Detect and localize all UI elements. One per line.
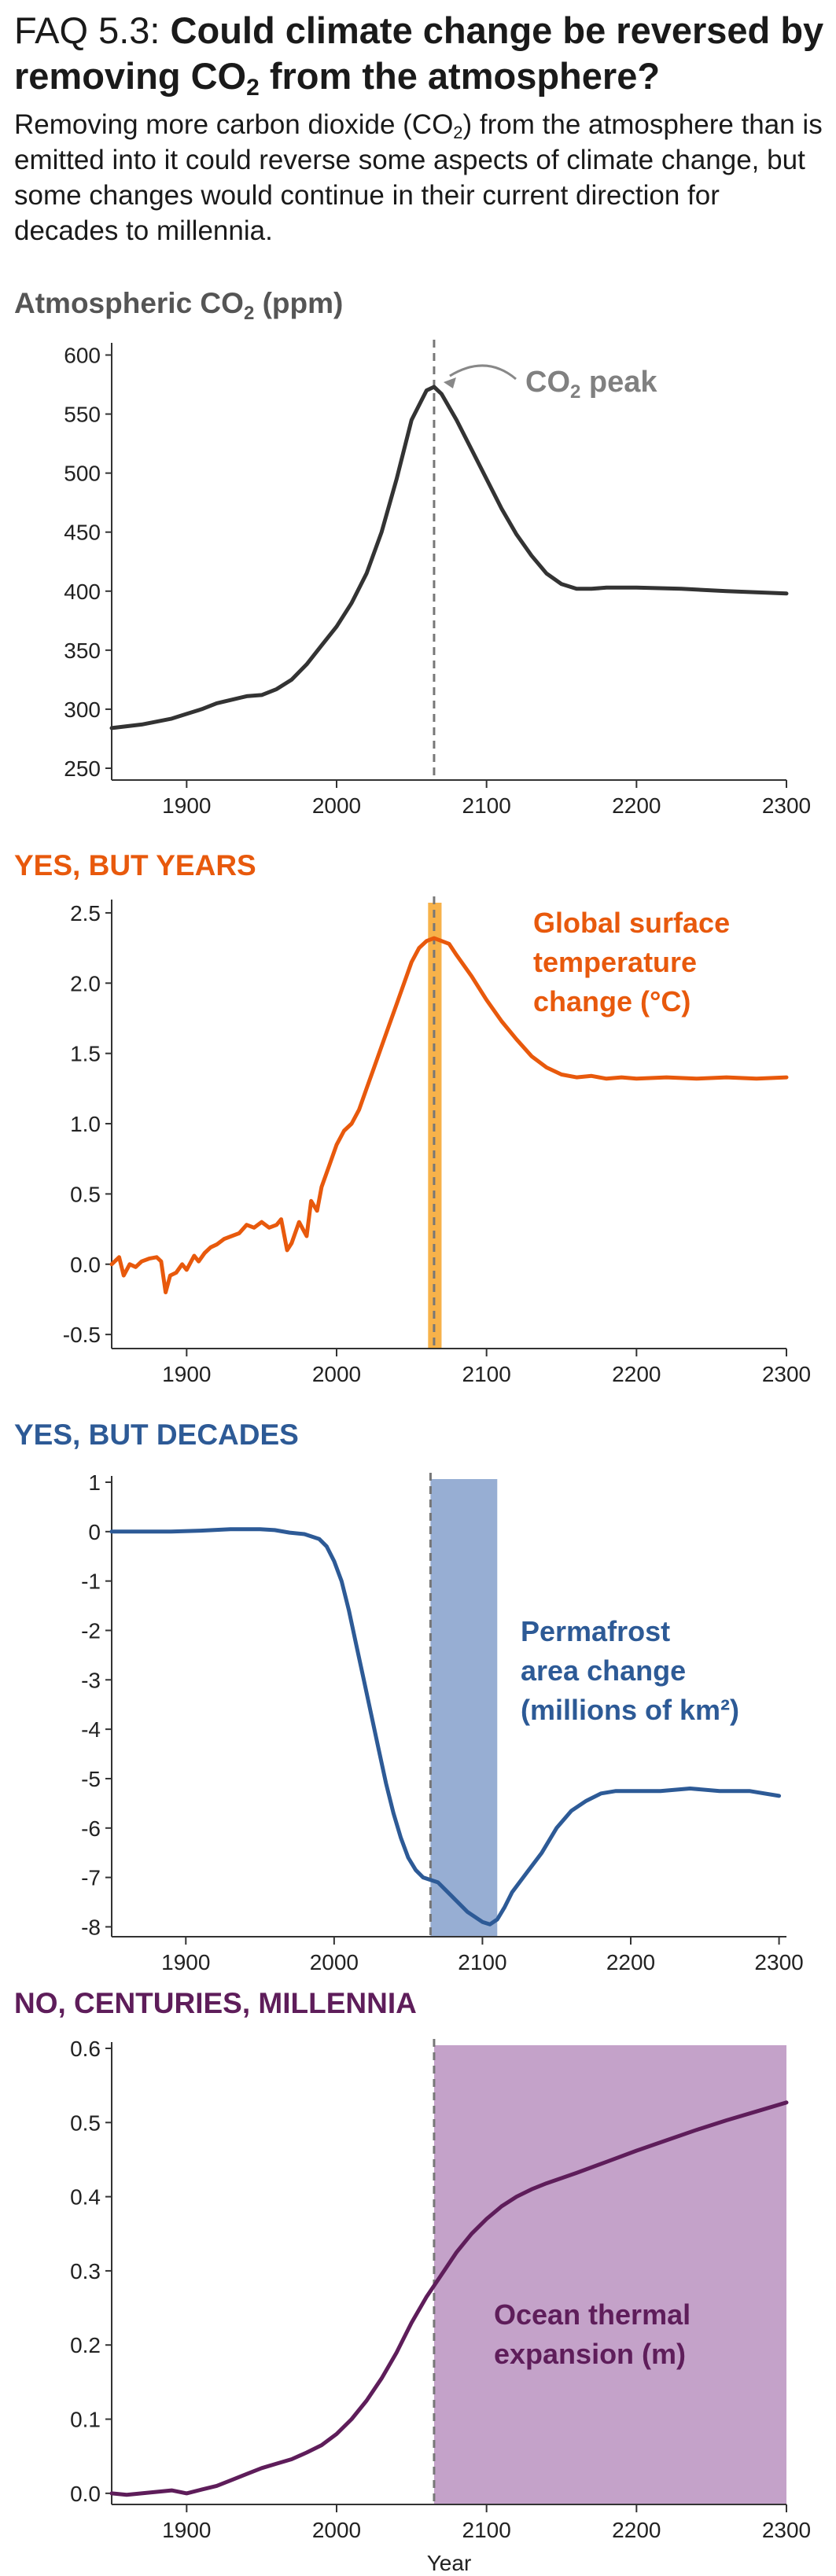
co2-peak-label: CO2 peak (525, 366, 657, 403)
y-tick-label: 300 (64, 697, 101, 722)
series-label-line: area change (521, 1654, 686, 1687)
y-tick-label: 0.5 (70, 2110, 101, 2135)
x-tick-label: 2000 (310, 1950, 359, 1974)
y-tick-label: -4 (81, 1717, 101, 1742)
series-line (109, 936, 789, 1294)
y-tick-label: 400 (64, 580, 101, 604)
panel-title-suffix: (ppm) (254, 287, 343, 319)
series-label-line: change (°C) (533, 985, 691, 1018)
faq-question-sub: 2 (246, 75, 260, 101)
co2-peak-label-suffix: peak (580, 366, 657, 399)
x-tick-label: 2100 (462, 793, 511, 818)
x-tick-label: 1900 (162, 1362, 211, 1386)
x-tick-label: 2000 (312, 2518, 361, 2542)
faq-subtitle-sub: 2 (453, 123, 463, 142)
y-tick-label: 0.1 (70, 2408, 101, 2432)
y-tick-label: 0 (88, 1520, 101, 1544)
y-tick-label: -2 (81, 1618, 101, 1643)
y-tick-label: 0.3 (70, 2259, 101, 2283)
x-tick-label: 2100 (462, 1362, 511, 1386)
panel-title-sub: 2 (244, 303, 254, 324)
x-tick-label: 1900 (161, 1950, 210, 1974)
y-tick-label: 0.0 (70, 1253, 101, 1277)
series-label-line: Ocean thermal (494, 2298, 691, 2331)
faq-question-part1: Could climate change be reversed by remo… (14, 9, 824, 97)
x-tick-label: 2300 (762, 793, 811, 818)
series-line (109, 2100, 789, 2497)
series-label-line: temperature (533, 946, 697, 978)
faq-subtitle-part1: Removing more carbon dioxide (CO (14, 109, 454, 140)
faq-header: FAQ 5.3: Could climate change be reverse… (14, 8, 824, 248)
y-tick-label: 0.5 (70, 1182, 101, 1206)
series-label-line: Global surface (533, 907, 730, 939)
peak-arrow (449, 364, 517, 381)
y-tick-label: 350 (64, 638, 101, 663)
co2-peak-label-sub: 2 (570, 381, 580, 403)
x-tick-label: 2300 (762, 2518, 811, 2542)
y-tick-label: 2.0 (70, 971, 101, 995)
y-tick-label: -3 (81, 1668, 101, 1692)
x-tick-label: 1900 (162, 2518, 211, 2542)
x-tick-label: 2200 (606, 1950, 655, 1974)
panel-title: YES, BUT DECADES (14, 1419, 299, 1451)
series-line (109, 1527, 782, 1926)
co2-peak-label-text: CO (525, 366, 570, 399)
x-tick-label: 2300 (754, 1950, 803, 1974)
panel-title-text: Atmospheric CO (14, 287, 244, 319)
response-band (430, 1479, 498, 1937)
x-tick-label: 2200 (612, 2518, 661, 2542)
faq-question-part2: from the atmosphere? (259, 55, 661, 97)
faq-subtitle-part2: ) from the atmosphere than is emitted in… (14, 109, 823, 246)
faq-label: FAQ 5.3: (14, 9, 160, 51)
panel-title: YES, BUT YEARS (14, 849, 256, 881)
series-label-line: Permafrost (521, 1615, 670, 1647)
x-tick-label: 1900 (162, 793, 211, 818)
y-tick-label: 450 (64, 521, 101, 545)
panel-title: Atmospheric CO2 (ppm) (14, 287, 343, 324)
y-tick-label: -5 (81, 1767, 101, 1791)
y-tick-label: -8 (81, 1915, 101, 1939)
y-tick-label: -1 (81, 1570, 101, 1594)
y-tick-label: -0.5 (63, 1323, 101, 1347)
x-axis-label: Year (427, 2551, 472, 2575)
faq-subtitle: Removing more carbon dioxide (CO2) from … (14, 107, 824, 248)
x-tick-label: 2200 (612, 1362, 661, 1386)
x-tick-label: 2200 (612, 793, 661, 818)
y-tick-label: 1 (88, 1470, 101, 1495)
y-tick-label: 0.0 (70, 2482, 101, 2506)
peak-arrow-head (443, 377, 456, 389)
x-tick-label: 2000 (312, 1362, 361, 1386)
y-tick-label: 0.2 (70, 2333, 101, 2357)
panel-title-text: YES, BUT YEARS (14, 849, 256, 881)
series-line (109, 385, 789, 730)
y-tick-label: -7 (81, 1866, 101, 1890)
y-tick-label: 500 (64, 462, 101, 486)
chart-panel-4: NO, CENTURIES, MILLENNIA 0.0 0.1 0.2 0.3 0.4 0… (14, 1987, 811, 2575)
response-band (433, 2045, 786, 2504)
y-tick-label: 1.0 (70, 1112, 101, 1136)
chart-panel-3: YES, BUT DECADES 1 0 -1 -2 -3 -4 -5 -6 -7 -8 1900 20… (14, 1419, 804, 1974)
x-tick-label: 2100 (462, 2518, 511, 2542)
faq-question: Could climate change be reversed by remo… (14, 9, 824, 100)
series-label-line: expansion (m) (494, 2338, 686, 2370)
y-tick-label: 2.5 (70, 901, 101, 926)
y-tick-label: 0.4 (70, 2185, 101, 2210)
faq-title: FAQ 5.3: Could climate change be reverse… (14, 8, 824, 100)
y-tick-label: 600 (64, 344, 101, 368)
panel-title-text: NO, CENTURIES, MILLENNIA (14, 1987, 417, 2019)
y-tick-label: -6 (81, 1816, 101, 1841)
x-tick-label: 2000 (312, 793, 361, 818)
chart-panel-2: YES, BUT YEARS -0.5 0.0 0.5 1.0 1.5 2.0 2.5 1900… (14, 849, 811, 1386)
panel-title-text: YES, BUT DECADES (14, 1419, 299, 1451)
y-tick-label: 550 (64, 403, 101, 427)
series-label-line: (millions of km²) (521, 1694, 739, 1726)
y-tick-label: 250 (64, 756, 101, 781)
panel-title: NO, CENTURIES, MILLENNIA (14, 1987, 417, 2019)
y-tick-label: 1.5 (70, 1042, 101, 1066)
y-tick-label: 0.6 (70, 2037, 101, 2061)
chart-panel-1: Atmospheric CO2 (ppm)2503003504004505005… (14, 287, 811, 818)
x-tick-label: 2300 (762, 1362, 811, 1386)
x-tick-label: 2100 (458, 1950, 506, 1974)
